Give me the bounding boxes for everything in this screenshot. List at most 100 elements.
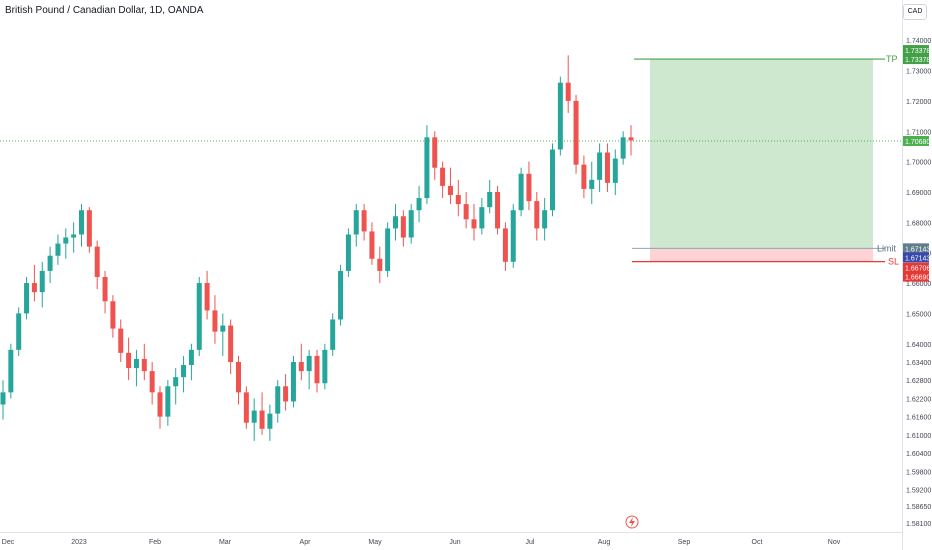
lightning-glyph: [629, 517, 635, 527]
candle-body: [102, 276, 108, 302]
price-tick-label: 1.69000: [906, 190, 931, 197]
limit-price-tag: 1.67143: [905, 246, 930, 253]
price-tick-label: 1.59200: [906, 487, 931, 494]
time-tick-label: 2023: [71, 539, 87, 546]
price-tags: 1.73378 1.73378 1.70680 1.67143 1.67143 1.667…: [903, 45, 930, 282]
candle-body: [188, 349, 194, 366]
limit-price-tag-bg: [903, 243, 929, 254]
candle-body: [79, 210, 84, 235]
candle-body: [589, 179, 595, 189]
candle-body: [31, 283, 37, 293]
sl-price-tag: 1.66706: [905, 266, 930, 273]
candle-body: [306, 355, 312, 372]
candle-body: [400, 216, 406, 238]
candle-body: [298, 361, 304, 372]
limit-price-tag-2: 1.67143: [905, 255, 930, 262]
candle-body: [526, 173, 532, 202]
candle-body: [432, 137, 438, 168]
time-tick-label: Jul: [526, 539, 535, 546]
time-tick-label: Aug: [598, 539, 611, 546]
candle-body: [126, 352, 132, 369]
time-tick-label: Jun: [449, 539, 460, 546]
candle-body: [94, 246, 100, 277]
current-price-tag: 1.70680: [905, 139, 930, 146]
candle-body: [314, 355, 320, 384]
candles-group: [0, 55, 634, 441]
candle-body: [550, 149, 555, 211]
price-axis[interactable]: 1.74000 1.73000 1.72000 1.71000 1.70000 1.690…: [906, 38, 931, 528]
candle-body: [71, 234, 77, 238]
price-tick-label: 1.63400: [906, 360, 931, 367]
candle-body: [620, 137, 626, 159]
current-price-tag-bg: [903, 135, 929, 146]
candle-body: [8, 349, 14, 393]
tp-price-tag-bg: [903, 54, 929, 65]
candle-body: [628, 137, 634, 141]
price-tick-label: 1.74000: [906, 38, 931, 45]
candle-body: [408, 210, 414, 238]
candle-body: [290, 361, 296, 402]
profit-zone: [650, 59, 873, 249]
price-tick-label: 1.61000: [906, 433, 931, 440]
sl-price-tag-bg: [903, 262, 929, 273]
limit-label: Limit: [877, 243, 897, 253]
candle-body: [353, 210, 359, 235]
time-tick-label: Apr: [300, 539, 312, 546]
candle-body: [196, 283, 202, 350]
candle-body: [369, 231, 375, 259]
candle-body: [495, 191, 501, 229]
loss-zone: [650, 248, 873, 262]
time-tick-label: Sep: [678, 539, 691, 546]
price-tick-label: 1.70000: [906, 160, 931, 167]
price-tick-label: 1.60400: [906, 451, 931, 458]
candle-body: [251, 410, 257, 423]
candle-body: [502, 228, 508, 262]
candle-body: [243, 392, 249, 423]
candle-body: [141, 358, 147, 372]
candle-body: [377, 258, 383, 271]
candle-body: [487, 191, 493, 208]
price-tick-label: 1.62200: [906, 396, 931, 403]
candle-body: [447, 185, 453, 196]
time-axis[interactable]: Dec 2023 Feb Mar Apr May Jun Jul Aug Sep Oct Nov: [2, 539, 841, 546]
price-tick-label: 1.65000: [906, 311, 931, 318]
candle-body: [612, 158, 618, 183]
time-tick-label: Oct: [752, 539, 763, 546]
event-marker[interactable]: [625, 515, 639, 529]
time-tick-label: Nov: [828, 539, 841, 546]
candle-body: [118, 328, 124, 353]
candle-body: [440, 167, 446, 186]
candle-body: [149, 371, 155, 393]
sl-label: SL: [888, 257, 899, 267]
candle-body: [157, 392, 163, 417]
candle-body: [345, 234, 351, 271]
tp-price-tag-top: 1.73378: [905, 48, 930, 55]
price-tick-label: 1.68000: [906, 220, 931, 227]
price-tick-label: 1.73000: [906, 69, 931, 76]
price-tick-label: 1.61600: [906, 415, 931, 422]
candle-body: [259, 410, 265, 429]
candle-body: [361, 210, 367, 232]
candle-body: [181, 365, 187, 378]
candle-body: [542, 210, 548, 229]
candle-body: [322, 349, 328, 384]
candle-body: [47, 255, 53, 271]
price-tick-label: 1.59800: [906, 469, 931, 476]
currency-button[interactable]: CAD: [903, 4, 927, 20]
candle-body: [275, 386, 281, 414]
price-tick-label: 1.64000: [906, 342, 931, 349]
candle-body: [204, 283, 210, 311]
candle-body: [338, 270, 344, 320]
candle-body: [212, 310, 218, 332]
candle-body: [597, 152, 603, 180]
price-tick-label: 1.58100: [906, 521, 931, 528]
sl-price-tag-2: 1.66690: [905, 275, 930, 282]
candle-body: [330, 319, 336, 350]
candle-body: [228, 325, 234, 362]
price-levels: TP Limit SL: [0, 54, 902, 267]
tp-price-tag-top-bg: [903, 45, 929, 56]
candle-body: [463, 204, 469, 220]
sl-price-tag-2-bg: [903, 271, 929, 282]
